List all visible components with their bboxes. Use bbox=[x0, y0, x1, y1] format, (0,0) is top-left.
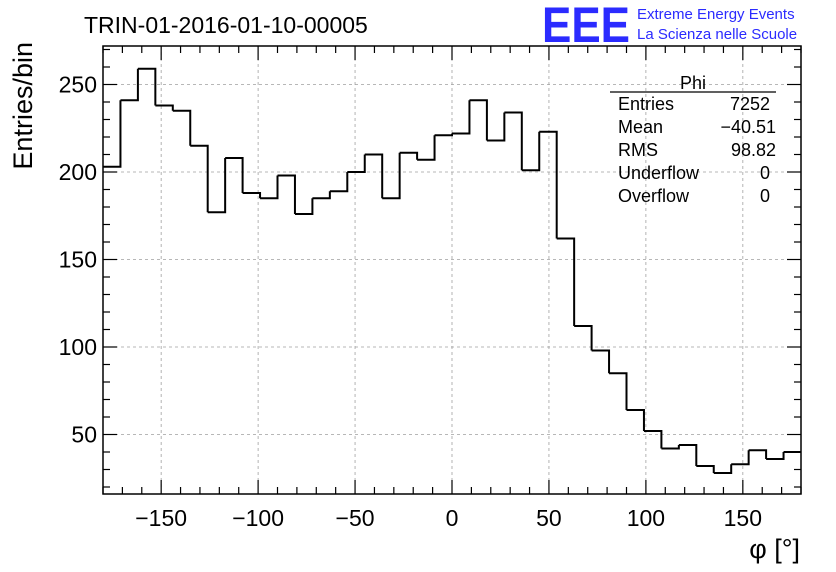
histogram-bin-33 bbox=[678, 444, 698, 466]
y-tick-label-4: 250 bbox=[59, 72, 97, 98]
stats-value-entries: 7252 bbox=[730, 94, 770, 114]
x-tick-label-2: −50 bbox=[336, 505, 375, 531]
x-tick-label-0: −150 bbox=[135, 505, 187, 531]
y-tick-label-2: 150 bbox=[59, 247, 97, 273]
histogram-bin-10 bbox=[277, 174, 296, 214]
chart-title: TRIN-01-2016-01-10-00005 bbox=[84, 12, 368, 38]
histogram-bin-13 bbox=[329, 172, 349, 193]
stats-label-entries: Entries bbox=[618, 94, 674, 114]
stats-box-title: Phi bbox=[680, 73, 706, 93]
x-tick-label-3: 0 bbox=[446, 505, 459, 531]
stats-value-underflow: 0 bbox=[760, 163, 770, 183]
histogram-bin-22 bbox=[486, 112, 506, 142]
histogram-bin-7 bbox=[225, 157, 244, 193]
histogram-bin-31 bbox=[643, 430, 663, 449]
stats-value-overflow: 0 bbox=[760, 186, 770, 206]
x-tick-label-4: 50 bbox=[536, 505, 562, 531]
stats-value-mean: −40.51 bbox=[720, 117, 776, 137]
histogram-bin-37 bbox=[748, 449, 768, 459]
histogram-bin-29 bbox=[609, 372, 628, 410]
tick-labels: −150 −100 −50 0 50 100 150 50 100 150 200 250 bbox=[59, 72, 762, 532]
histogram-bin-12 bbox=[312, 191, 331, 200]
histogram-bin-4 bbox=[172, 109, 192, 146]
histogram-bin-25 bbox=[539, 130, 558, 239]
histogram-bin-11 bbox=[294, 198, 314, 215]
histogram-bin-23 bbox=[504, 111, 523, 171]
grid bbox=[103, 46, 801, 494]
histogram-bin-27 bbox=[574, 325, 593, 351]
histogram-bin-34 bbox=[696, 465, 715, 473]
logo-line-2: La Scienza nelle Scuole bbox=[637, 26, 797, 43]
y-axis-title: Entries/bin bbox=[8, 42, 38, 170]
histogram-bin-0 bbox=[103, 100, 122, 168]
histogram-bin-9 bbox=[260, 175, 279, 200]
logo-line-1: Extreme Energy Events bbox=[637, 6, 795, 23]
logo-mark: EEE bbox=[542, 0, 630, 53]
histogram-bin-26 bbox=[556, 237, 576, 326]
x-tick-label-5: 100 bbox=[627, 505, 665, 531]
y-tick-label-1: 100 bbox=[59, 334, 97, 360]
histogram-bin-3 bbox=[155, 104, 174, 111]
histogram-bin-24 bbox=[521, 131, 541, 172]
histogram-bin-2 bbox=[137, 67, 157, 106]
histogram-bin-38 bbox=[766, 452, 785, 460]
stats-label-rms: RMS bbox=[618, 140, 658, 160]
histogram-bin-20 bbox=[452, 100, 471, 135]
histogram-bin-30 bbox=[626, 409, 645, 431]
histogram-bin-18 bbox=[417, 135, 436, 161]
stats-label-mean: Mean bbox=[618, 117, 663, 137]
x-tick-label-1: −100 bbox=[232, 505, 284, 531]
histogram-bin-21 bbox=[469, 99, 488, 141]
stats-label-overflow: Overflow bbox=[618, 186, 690, 206]
stats-label-underflow: Underflow bbox=[618, 163, 700, 183]
y-tick-label-0: 50 bbox=[71, 422, 97, 448]
axis-ticks bbox=[102, 46, 802, 494]
histogram-bin-16 bbox=[382, 152, 401, 200]
histogram-bin-15 bbox=[364, 153, 384, 199]
histogram-bin-8 bbox=[242, 192, 262, 199]
histogram-series bbox=[103, 67, 801, 474]
histogram-bin-6 bbox=[207, 158, 227, 214]
x-axis-title: φ [°] bbox=[749, 534, 800, 564]
histogram-bin-5 bbox=[190, 144, 209, 213]
x-tick-label-6: 150 bbox=[724, 505, 762, 531]
histogram-bin-17 bbox=[399, 151, 419, 160]
stats-box: Phi Entries 7252 Mean −40.51 RMS 98.82 U… bbox=[610, 73, 776, 206]
eee-logo: EEE Extreme Energy Events La Scienza nel… bbox=[542, 0, 797, 53]
histogram-bin-14 bbox=[347, 154, 366, 173]
histogram-bin-32 bbox=[661, 445, 680, 450]
histogram-bin-1 bbox=[120, 68, 139, 102]
stats-value-rms: 98.82 bbox=[731, 140, 776, 160]
histogram-bin-28 bbox=[591, 349, 611, 374]
y-tick-label-3: 200 bbox=[59, 159, 97, 185]
histogram-bin-36 bbox=[731, 450, 750, 466]
histogram-bin-35 bbox=[713, 464, 733, 474]
